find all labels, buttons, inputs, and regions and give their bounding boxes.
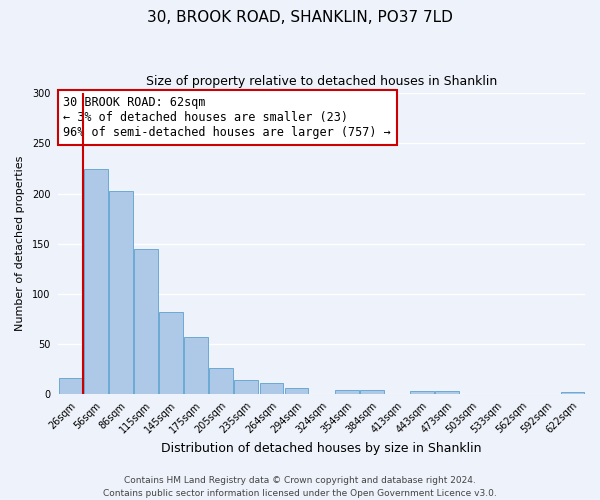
Bar [435, 391, 459, 394]
Bar [335, 390, 359, 394]
Bar [84, 170, 108, 394]
Bar [184, 337, 208, 394]
Bar [260, 383, 283, 394]
Text: 30, BROOK ROAD, SHANKLIN, PO37 7LD: 30, BROOK ROAD, SHANKLIN, PO37 7LD [147, 10, 453, 25]
Text: 30 BROOK ROAD: 62sqm
← 3% of detached houses are smaller (23)
96% of semi-detach: 30 BROOK ROAD: 62sqm ← 3% of detached ho… [64, 96, 391, 140]
Bar [410, 391, 434, 394]
Bar [360, 390, 383, 394]
Bar [134, 248, 158, 394]
Bar [159, 312, 183, 394]
Bar [59, 378, 83, 394]
Bar [235, 380, 258, 394]
Bar [209, 368, 233, 394]
Bar [109, 190, 133, 394]
Text: Contains HM Land Registry data © Crown copyright and database right 2024.
Contai: Contains HM Land Registry data © Crown c… [103, 476, 497, 498]
Y-axis label: Number of detached properties: Number of detached properties [15, 156, 25, 332]
Title: Size of property relative to detached houses in Shanklin: Size of property relative to detached ho… [146, 75, 497, 88]
Bar [284, 388, 308, 394]
X-axis label: Distribution of detached houses by size in Shanklin: Distribution of detached houses by size … [161, 442, 482, 455]
Bar [560, 392, 584, 394]
